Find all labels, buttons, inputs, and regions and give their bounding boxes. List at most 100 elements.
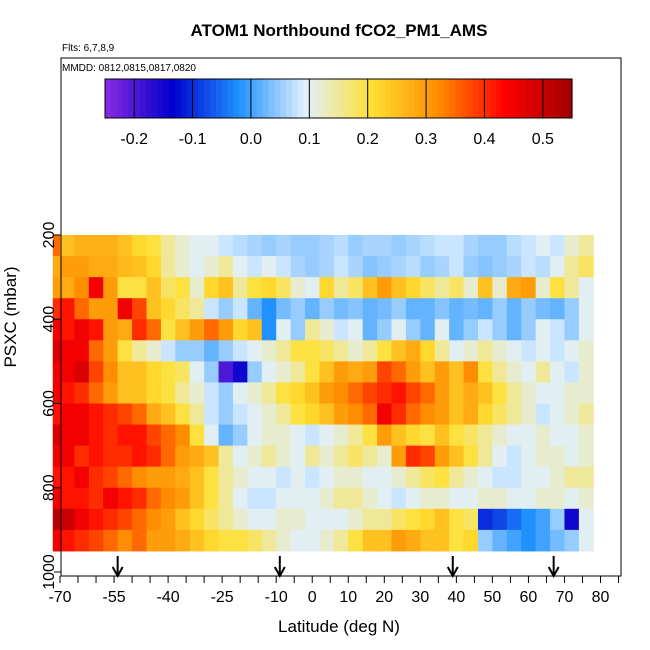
heatmap-cell bbox=[333, 445, 349, 468]
heatmap-cell bbox=[132, 445, 147, 468]
heatmap-cell bbox=[189, 298, 205, 320]
heatmap-cell bbox=[362, 361, 378, 383]
heatmap-cell bbox=[117, 298, 133, 320]
heatmap-cell bbox=[189, 319, 205, 341]
heatmap-cell bbox=[578, 235, 594, 257]
heatmap-cell bbox=[550, 424, 565, 447]
colorbar-tick-label: 0.4 bbox=[473, 131, 495, 148]
heatmap-cell bbox=[506, 256, 522, 278]
colorbar-segment bbox=[128, 79, 135, 118]
flights-label: Flts: 6,7,8,9 bbox=[62, 43, 115, 54]
y-axis-label: PSXC (mbar) bbox=[1, 266, 20, 367]
heatmap-cell bbox=[146, 487, 162, 510]
y-tick-label: 600 bbox=[41, 390, 58, 417]
heatmap-cell bbox=[261, 403, 277, 426]
heatmap-cell bbox=[434, 361, 450, 383]
heatmap-cell bbox=[60, 508, 75, 531]
colorbar-segment bbox=[548, 79, 556, 118]
heatmap-cell bbox=[535, 340, 551, 362]
heatmap-cell bbox=[362, 340, 378, 362]
colorbar-segment bbox=[116, 79, 124, 118]
heatmap-cell bbox=[506, 445, 522, 468]
heatmap-cell bbox=[463, 403, 479, 426]
colorbar-segment bbox=[338, 79, 345, 118]
heatmap-cell bbox=[477, 235, 493, 257]
heatmap-cell bbox=[477, 361, 493, 383]
heatmap-cell bbox=[463, 424, 479, 447]
heatmap-cell bbox=[477, 466, 493, 489]
heatmap-cell bbox=[449, 466, 465, 489]
heatmap-cell bbox=[449, 319, 465, 341]
heatmap-cell bbox=[60, 529, 75, 552]
heatmap-cell bbox=[74, 487, 90, 510]
heatmap-cell bbox=[189, 403, 205, 426]
heatmap-cell bbox=[463, 235, 479, 257]
heatmap-cell bbox=[362, 508, 378, 531]
heatmap-cell bbox=[218, 424, 234, 447]
heatmap-cell bbox=[564, 466, 580, 489]
heatmap-cell bbox=[160, 487, 176, 510]
heatmap-cell bbox=[103, 445, 119, 468]
heatmap-cell bbox=[189, 529, 205, 552]
heatmap-cell bbox=[52, 445, 61, 468]
heatmap-cell bbox=[506, 424, 522, 447]
heatmap-cell bbox=[521, 529, 537, 552]
x-tick-label: 60 bbox=[520, 589, 538, 606]
heatmap-cell bbox=[160, 277, 176, 299]
colorbar-segment bbox=[239, 79, 246, 118]
heatmap-cell bbox=[175, 403, 191, 426]
heatmap-cell bbox=[276, 403, 292, 426]
x-tick-label: 70 bbox=[556, 589, 574, 606]
heatmap-cell bbox=[74, 466, 90, 489]
heatmap-cell bbox=[160, 298, 176, 320]
colorbar-segment bbox=[221, 79, 229, 118]
latitude-arrow bbox=[111, 556, 124, 579]
heatmap-cell bbox=[362, 277, 378, 299]
heatmap-cell bbox=[348, 235, 364, 257]
heatmap-cell bbox=[434, 340, 450, 362]
heatmap-cell bbox=[132, 508, 147, 531]
heatmap-cell bbox=[391, 256, 407, 278]
heatmap-cell bbox=[60, 277, 75, 299]
latitude-arrow bbox=[446, 556, 459, 579]
heatmap-cell bbox=[160, 340, 176, 362]
heatmap-cell bbox=[232, 256, 248, 278]
heatmap-cell bbox=[218, 508, 234, 531]
colorbar-segment bbox=[385, 79, 392, 118]
heatmap-cell bbox=[449, 256, 465, 278]
heatmap-cell bbox=[521, 319, 537, 341]
heatmap-cell bbox=[232, 466, 248, 489]
heatmap-cell bbox=[290, 256, 306, 278]
chart-title: ATOM1 Northbound fCO2_PM1_AMS bbox=[191, 21, 488, 40]
heatmap-cell bbox=[463, 319, 479, 341]
heatmap-cell bbox=[377, 382, 393, 404]
heatmap-cell bbox=[477, 340, 493, 362]
heatmap-cell bbox=[261, 445, 277, 468]
heatmap-cell bbox=[348, 298, 364, 320]
heatmap-cell bbox=[463, 487, 479, 510]
heatmap-cell bbox=[420, 445, 436, 468]
heatmap-cell bbox=[232, 298, 248, 320]
heatmap-cell bbox=[175, 235, 191, 257]
heatmap-cell bbox=[449, 235, 465, 257]
heatmap-cell bbox=[449, 487, 465, 510]
colorbar-segment bbox=[163, 79, 170, 118]
heatmap-cell bbox=[333, 424, 349, 447]
heatmap-cell bbox=[377, 298, 393, 320]
y-axis: 200 400 600 800 1000 bbox=[41, 222, 61, 590]
heatmap-cell bbox=[333, 319, 349, 341]
heatmap-cell bbox=[535, 256, 551, 278]
heatmap-cell bbox=[333, 277, 349, 299]
heatmap-cell bbox=[52, 340, 61, 362]
heatmap-cell bbox=[362, 382, 378, 404]
colorbar-segment bbox=[455, 79, 462, 118]
heatmap-cell bbox=[434, 508, 450, 531]
heatmap-cell bbox=[377, 319, 393, 341]
heatmap-cell bbox=[362, 235, 378, 257]
x-tick-label: -40 bbox=[157, 589, 180, 606]
heatmap-cell bbox=[261, 277, 277, 299]
heatmap-cell bbox=[247, 319, 263, 341]
heatmap-cell bbox=[276, 235, 292, 257]
heatmap-cell bbox=[463, 466, 479, 489]
